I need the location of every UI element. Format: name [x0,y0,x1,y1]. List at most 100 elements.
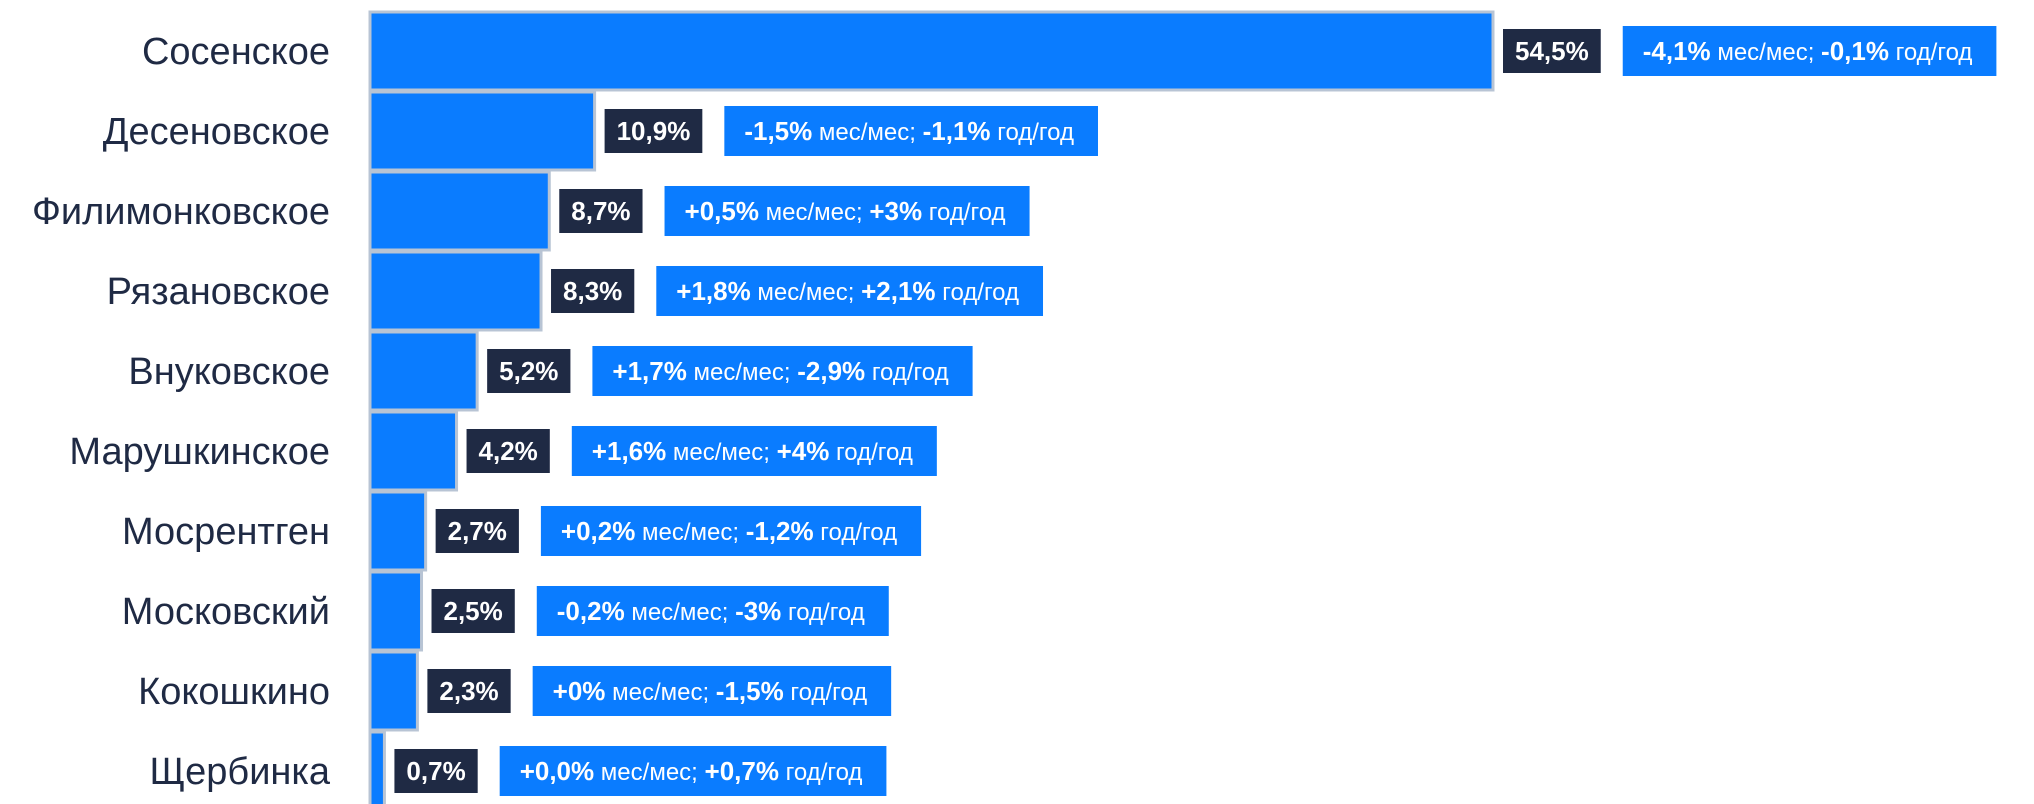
bars [368,10,1495,804]
value-label-box [466,429,550,473]
mm-change-value: -1,5% [744,116,812,146]
mm-change-unit: мес/мес; [625,599,735,626]
mm-change-value: +1,6% [592,436,666,466]
value-label: 8,3% [551,269,635,313]
mm-change-unit: мес/мес; [687,359,797,386]
change-annotation-box [571,426,937,476]
value-label: 4,2% [466,429,550,473]
mm-change-unit: мес/мес; [605,679,715,706]
change-annotation-box [499,746,887,796]
category-label: Щербинка [150,751,331,793]
value-label: 8,7% [559,189,643,233]
mm-change-unit: мес/мес; [1711,39,1821,66]
mm-change-value: -0,2% [557,596,625,626]
mm-change-unit: мес/мес; [594,759,704,786]
change-annotations: -4,1% мес/мес; -0,1% год/год-1,5% мес/ме… [499,26,1997,796]
change-annotation-text: +1,6% мес/мес; +4% год/год [592,436,913,466]
change-annotation-box [664,186,1030,236]
mm-change-unit: мес/мес; [751,279,861,306]
bar [368,570,424,652]
category-label: Московский [122,591,330,633]
change-annotation-text: -0,2% мес/мес; -3% год/год [557,596,865,626]
value-label-text: 0,7% [406,756,465,786]
yy-change-unit: год/год [779,759,862,786]
mm-change-value: -4,1% [1643,36,1711,66]
yy-change-unit: год/год [829,439,912,466]
yy-change-value: +3% [869,196,922,226]
value-label-box [435,509,519,553]
value-label-box [1503,29,1601,73]
value-label-box [604,109,703,153]
value-label-text: 4,2% [479,436,538,466]
yy-change-value: -1,1% [923,116,991,146]
value-label-text: 8,3% [563,276,622,306]
change-annotation-text: +0,0% мес/мес; +0,7% год/год [520,756,863,786]
change-annotation: +0% мес/мес; -1,5% год/год [532,666,892,716]
bar [368,10,1495,92]
mm-change-value: +1,7% [612,356,686,386]
change-annotation-text: +0% мес/мес; -1,5% год/год [553,676,868,706]
change-annotation-box [656,266,1044,316]
yy-change-unit: год/год [1889,39,1972,66]
mm-change-value: +0,2% [561,516,635,546]
value-label-box [394,749,478,793]
change-annotation-text: +0,5% мес/мес; +3% год/год [685,196,1006,226]
category-labels: Сосенское Десеновское Филимонковское Рязано… [32,31,331,793]
change-annotation-text: +0,2% мес/мес; -1,2% год/год [561,516,897,546]
bar [368,170,551,252]
change-annotation: -0,2% мес/мес; -3% год/год [536,586,889,636]
yy-change-unit: год/год [814,519,897,546]
mm-change-unit: мес/мес; [759,199,869,226]
mm-change-value: +0,5% [685,196,759,226]
bar [368,650,419,732]
yy-change-value: -0,1% [1821,36,1889,66]
mm-change-unit: мес/мес; [666,439,776,466]
yy-change-unit: год/год [991,119,1074,146]
change-annotation: +1,6% мес/мес; +4% год/год [571,426,937,476]
value-label-text: 54,5% [1515,36,1589,66]
bar [368,90,597,172]
category-label: Мосрентген [122,511,330,553]
value-label-box [551,269,635,313]
value-label: 2,7% [435,509,519,553]
value-label: 0,7% [394,749,478,793]
value-label-text: 2,5% [444,596,503,626]
change-annotation: +1,8% мес/мес; +2,1% год/год [656,266,1044,316]
change-annotation-box [532,666,892,716]
mm-change-value: +1,8% [676,276,750,306]
category-label: Рязановское [107,271,330,313]
value-label: 2,3% [427,669,511,713]
yy-change-unit: год/год [936,279,1019,306]
category-label: Филимонковское [32,191,330,233]
value-label-text: 2,7% [448,516,507,546]
change-annotation-box [540,506,922,556]
mm-change-value: +0,0% [520,756,594,786]
change-annotation-box [536,586,889,636]
change-annotation-box [1622,26,1997,76]
change-annotation: +0,0% мес/мес; +0,7% год/год [499,746,887,796]
value-label: 2,5% [431,589,515,633]
mm-change-unit: мес/мес; [635,519,745,546]
value-label: 10,9% [604,109,703,153]
value-label: 54,5% [1503,29,1601,73]
bar [368,730,386,804]
category-label: Кокошкино [138,671,330,713]
change-annotation: -1,5% мес/мес; -1,1% год/год [724,106,1098,156]
value-label-text: 5,2% [499,356,558,386]
value-label-box [427,669,511,713]
change-annotation: -4,1% мес/мес; -0,1% год/год [1622,26,1997,76]
mm-change-value: +0% [553,676,606,706]
category-label: Сосенское [142,31,330,73]
yy-change-unit: год/год [865,359,948,386]
value-label-text: 10,9% [617,116,691,146]
yy-change-value: -3% [735,596,781,626]
change-annotation-text: -4,1% мес/мес; -0,1% год/год [1643,36,1973,66]
change-annotation: +0,2% мес/мес; -1,2% год/год [540,506,922,556]
change-annotation-text: -1,5% мес/мес; -1,1% год/год [744,116,1074,146]
yy-change-value: +0,7% [705,756,779,786]
change-annotation-text: +1,8% мес/мес; +2,1% год/год [676,276,1019,306]
yy-change-value: -1,2% [746,516,814,546]
yy-change-value: +2,1% [861,276,935,306]
value-label-box [431,589,515,633]
